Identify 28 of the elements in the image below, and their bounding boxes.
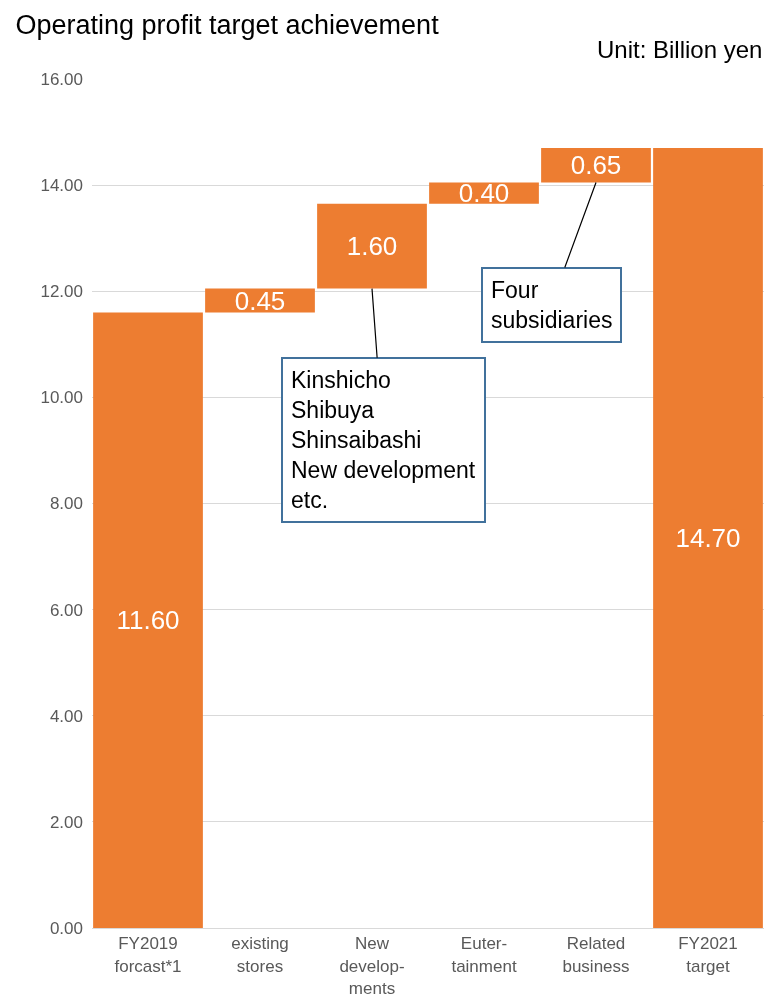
x-tick-label: Euter- tainment <box>451 934 517 976</box>
y-tick-label: 4.00 <box>49 706 83 726</box>
data-label: 0.40 <box>458 178 510 209</box>
data-label: 14.70 <box>675 522 741 553</box>
annotation: Four subsidiaries <box>491 277 613 333</box>
data-label: 0.45 <box>234 285 286 316</box>
x-tick-label: FY2019 forcast*1 <box>114 934 182 976</box>
y-tick-label: 2.00 <box>49 812 83 832</box>
annotation: Kinshicho Shibuya Shinsaibashi New development etc. <box>291 367 476 513</box>
chart-title: Operating profit target achievement <box>15 9 440 40</box>
x-tick-label: New develop- ments <box>339 934 405 998</box>
y-tick-label: 14.00 <box>40 176 83 196</box>
y-tick-label: 0.00 <box>49 918 83 938</box>
data-label: 11.60 <box>116 605 180 636</box>
x-tick-label: Related business <box>562 934 630 976</box>
x-tick-label: FY2021 target <box>678 934 738 976</box>
y-tick-label: 12.00 <box>40 282 83 302</box>
text: Unit: Billion yen <box>597 36 763 63</box>
y-tick-label: 10.00 <box>40 388 83 408</box>
y-tick-label: 8.00 <box>49 494 83 514</box>
y-tick-label: 6.00 <box>49 600 83 620</box>
data-label: 1.60 <box>346 231 398 262</box>
bar <box>317 203 427 289</box>
y-tick-label: 16.00 <box>40 69 83 89</box>
bar <box>653 147 763 928</box>
data-label: 0.65 <box>570 150 622 181</box>
x-tick-label: existing stores <box>231 934 289 976</box>
bar <box>93 312 203 928</box>
